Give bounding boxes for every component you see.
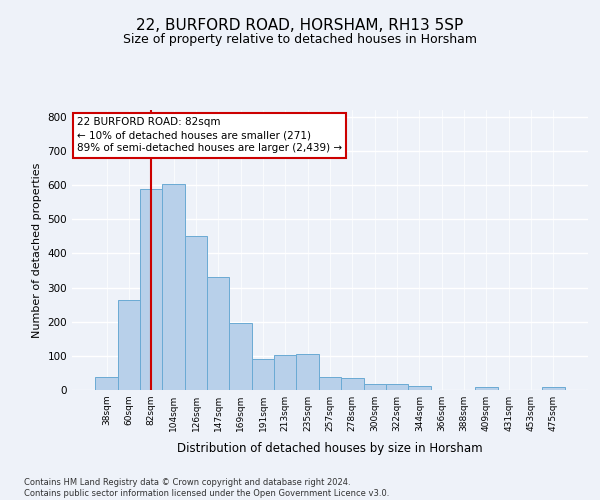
Bar (364, 384, 386, 390)
Bar (542, 388, 565, 390)
Bar (118, 300, 140, 390)
Bar (341, 378, 364, 390)
Bar (207, 278, 229, 390)
Bar (386, 384, 408, 390)
Bar (140, 188, 163, 390)
Bar (475, 388, 497, 390)
Bar (274, 355, 296, 390)
Bar (95, 378, 118, 390)
Bar (185, 236, 207, 390)
X-axis label: Distribution of detached houses by size in Horsham: Distribution of detached houses by size … (177, 442, 483, 456)
Y-axis label: Number of detached properties: Number of detached properties (32, 162, 42, 338)
Bar (163, 184, 185, 390)
Bar (319, 378, 341, 390)
Text: 22, BURFORD ROAD, HORSHAM, RH13 5SP: 22, BURFORD ROAD, HORSHAM, RH13 5SP (136, 18, 464, 32)
Text: Contains HM Land Registry data © Crown copyright and database right 2024.
Contai: Contains HM Land Registry data © Crown c… (24, 478, 389, 498)
Text: Size of property relative to detached houses in Horsham: Size of property relative to detached ho… (123, 32, 477, 46)
Bar (229, 323, 252, 390)
Bar (296, 354, 319, 390)
Bar (408, 386, 431, 390)
Bar (252, 360, 274, 390)
Text: 22 BURFORD ROAD: 82sqm
← 10% of detached houses are smaller (271)
89% of semi-de: 22 BURFORD ROAD: 82sqm ← 10% of detached… (77, 117, 342, 154)
